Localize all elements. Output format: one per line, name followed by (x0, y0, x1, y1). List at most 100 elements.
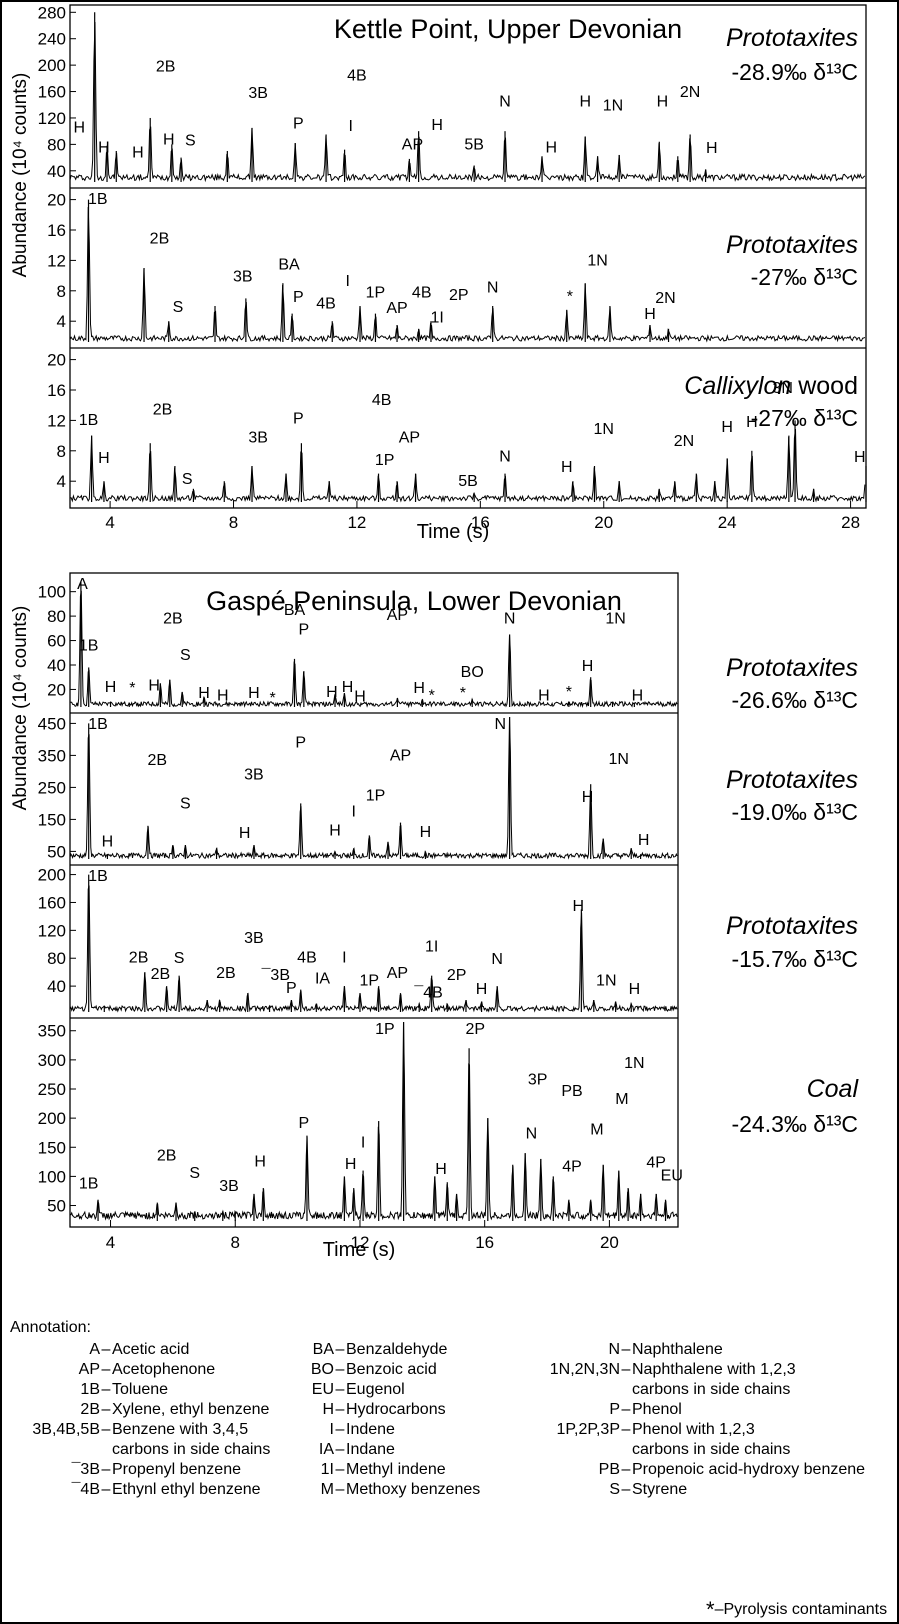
peak-label: IA (315, 970, 330, 987)
isotope-value: -28.9‰ δ¹³C (731, 59, 858, 85)
peak-label: 1B (88, 191, 108, 208)
peak-label: A (77, 576, 88, 593)
peak-label: H (239, 825, 251, 842)
peak-label: 2B (150, 231, 170, 248)
peak-label: H (706, 140, 718, 157)
peak-label: S (189, 1165, 200, 1182)
annotation-column-3: N – Naphthalene 1N,2N,3N – Naphthalene with 1… (526, 1340, 865, 1500)
peak-label: 2B (129, 949, 149, 966)
annotation-label: Propenoic acid-hydroxy benzene (632, 1461, 866, 1478)
annotation-label: Styrene (632, 1481, 688, 1498)
annotation-row: carbons in side chains (526, 1440, 865, 1460)
annotation-code: ¯4B (71, 1481, 100, 1498)
peak-label: I (349, 118, 353, 135)
x-tick-label: 16 (471, 513, 490, 532)
sample-name: Prototaxites (726, 912, 858, 940)
peak-label: 2N (674, 433, 694, 450)
peak-label: 1P (360, 972, 380, 989)
x-tick-label: 12 (347, 513, 366, 532)
peak-label: H (329, 823, 341, 840)
y-tick-label: 60 (47, 632, 66, 651)
annotation-code: ¯3B (71, 1461, 100, 1478)
y-tick-label: 12 (47, 251, 66, 270)
y-tick-label: 8 (57, 282, 66, 301)
peak-label: * (429, 687, 435, 704)
chromatogram-trace (69, 718, 678, 860)
y-tick-label: 200 (38, 1109, 66, 1128)
x-axis-label-1: Time (s) (417, 521, 490, 543)
chromatogram-trace (69, 885, 678, 1013)
annotation-dash: – (621, 1401, 631, 1418)
chromatogram-trace (69, 206, 866, 343)
annotation-dash: – (101, 1361, 111, 1378)
peak-label: N (499, 94, 511, 111)
annotation-row: M – Methoxy benzenes (276, 1480, 481, 1500)
peak-label: BA (278, 257, 300, 274)
x-tick-label: 16 (475, 1233, 494, 1252)
peak-label: H (345, 1156, 357, 1173)
chart-frame-2 (69, 572, 679, 1228)
y-tick-label: 160 (38, 893, 66, 912)
chromatogram-trace (69, 590, 678, 709)
y-tick-label: 450 (38, 714, 66, 733)
annotation-label: carbons in side chains (632, 1381, 791, 1398)
annotation-label: Phenol with 1,2,3 (632, 1421, 755, 1438)
annotation-dash (620, 1380, 632, 1400)
annotation-label: Indene (346, 1421, 395, 1438)
peak-label: 2P (449, 287, 469, 304)
annotation-code: I (329, 1421, 334, 1438)
peak-label: AP (387, 965, 408, 982)
annotation-row: A – Acetic acid (6, 1340, 270, 1360)
peak-label: N (487, 279, 499, 296)
peak-label: 1P (375, 1021, 395, 1038)
peak-label: H (98, 139, 110, 156)
peak-label: 4B (347, 67, 367, 84)
annotation-row: 1N,2N,3N – Naphthalene with 1,2,3 (526, 1360, 865, 1380)
peak-label: H (342, 679, 354, 696)
peak-label: ¯4B (413, 984, 442, 1001)
annotation-code: EU (311, 1381, 334, 1398)
y-tick-label: 280 (38, 3, 66, 22)
y-tick-label: 20 (47, 680, 66, 699)
annotation-label: carbons in side chains (112, 1441, 271, 1458)
annotation-label: Phenol (632, 1401, 682, 1418)
peak-label: H (657, 94, 669, 111)
annotation-code (526, 1440, 620, 1460)
annotation-label: Methoxy benzenes (346, 1481, 481, 1498)
peak-label: N (491, 951, 503, 968)
peak-label: H (579, 94, 591, 111)
annotation-label: Benzene with 3,4,5 (112, 1421, 249, 1438)
annotation-row: 2B – Xylene, ethyl benzene (6, 1400, 270, 1420)
annotation-code (526, 1380, 620, 1400)
annotation-dash: – (335, 1401, 345, 1418)
peak-label: H (413, 680, 425, 697)
peak-label: 1P (375, 452, 395, 469)
y-tick-label: 4 (57, 472, 66, 491)
y-tick-label: 350 (38, 1022, 66, 1041)
peak-label: H (132, 145, 144, 162)
y-tick-label: 80 (47, 607, 66, 626)
annotation-title: Annotation: (10, 1319, 91, 1336)
annotation-dash: – (621, 1421, 631, 1438)
peak-label: S (174, 950, 185, 967)
x-tick-label: 8 (231, 1233, 240, 1252)
chromatogram-trace (69, 428, 866, 503)
peak-label: 3B (244, 766, 264, 783)
peak-label: N (504, 610, 516, 627)
peak-label: * (460, 685, 466, 702)
isotope-value: -27‰ δ¹³C (751, 405, 858, 431)
peak-label: H (420, 824, 432, 841)
annotation-row: N – Naphthalene (526, 1340, 865, 1360)
y-tick-label: 150 (38, 1138, 66, 1157)
annotation-code: 1B (80, 1381, 100, 1398)
annotation-row: carbons in side chains (6, 1440, 270, 1460)
peak-label: H (431, 117, 443, 134)
y-tick-label: 16 (47, 381, 66, 400)
x-tick-label: 4 (106, 1233, 115, 1252)
annotation-row: ¯3B – Propenyl benzene (6, 1460, 270, 1480)
annotation-code: M (320, 1481, 334, 1498)
peak-label: 1N (596, 972, 616, 989)
peak-label: S (182, 471, 193, 488)
annotation-dash: – (621, 1481, 631, 1498)
sample-name: Prototaxites (726, 24, 858, 52)
